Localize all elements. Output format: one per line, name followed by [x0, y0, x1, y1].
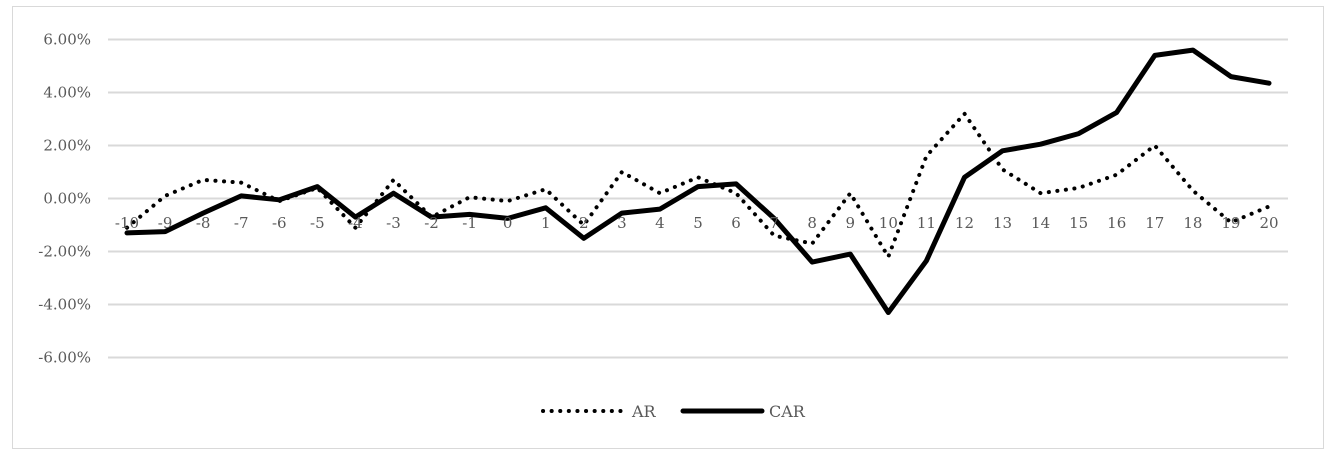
x-tick-label: -1: [462, 214, 477, 232]
x-tick-label: 12: [955, 214, 974, 232]
x-tick-label: 6: [731, 214, 741, 232]
x-tick-label: -7: [234, 214, 249, 232]
x-tick-label: -10: [115, 214, 139, 232]
chart-frame: [12, 6, 1324, 449]
x-tick-label: -9: [158, 214, 173, 232]
x-tick-label: 1: [541, 214, 551, 232]
legend-label-ar: AR: [631, 402, 657, 421]
x-tick-label: 18: [1183, 214, 1202, 232]
x-tick-label: 11: [917, 214, 936, 232]
gridlines: [108, 38, 1288, 359]
x-tick-label: 16: [1107, 214, 1126, 232]
series-lines: [124, 47, 1272, 315]
legend: AR CAR: [541, 402, 806, 421]
y-tick-label: 4.00%: [43, 84, 91, 102]
x-tick-label: -6: [272, 214, 287, 232]
x-axis-tick-labels: -10 -9 -8 -7 -6 -5 -4 -3 -2 -1 0 1 2 3 4 5 6 7 8 9 10 11 12 13 1…: [115, 214, 1279, 232]
x-tick-label: -4: [348, 214, 363, 232]
y-tick-label: -4.00%: [38, 296, 91, 314]
x-tick-label: 9: [845, 214, 855, 232]
x-tick-label: -2: [424, 214, 439, 232]
x-tick-label: 15: [1069, 214, 1088, 232]
legend-label-car: CAR: [769, 402, 806, 421]
x-tick-label: 4: [655, 214, 665, 232]
x-tick-label: 17: [1145, 214, 1164, 232]
y-tick-label: 0.00%: [43, 190, 91, 208]
x-tick-label: -5: [310, 214, 325, 232]
x-tick-label: 5: [693, 214, 703, 232]
x-tick-label: 14: [1031, 214, 1050, 232]
x-tick-label: 13: [993, 214, 1012, 232]
x-tick-label: 0: [503, 214, 513, 232]
x-tick-label: 20: [1259, 214, 1278, 232]
x-tick-label: 7: [769, 214, 779, 232]
series-line-car: [124, 47, 1272, 315]
x-tick-label: -3: [386, 214, 401, 232]
y-tick-label: 2.00%: [43, 137, 91, 155]
x-tick-label: 10: [879, 214, 898, 232]
y-tick-label: 6.00%: [43, 31, 91, 49]
x-tick-label: -8: [196, 214, 211, 232]
y-tick-label: -6.00%: [38, 349, 91, 367]
x-tick-label: 2: [579, 214, 589, 232]
series-line-ar: [125, 111, 1271, 259]
x-tick-label: 3: [617, 214, 627, 232]
y-axis-tick-labels: 6.00% 4.00% 2.00% 0.00% -2.00% -4.00% -6.00%: [38, 31, 91, 367]
x-tick-label: 19: [1221, 214, 1240, 232]
y-tick-label: -2.00%: [38, 243, 91, 261]
x-tick-label: 8: [807, 214, 817, 232]
